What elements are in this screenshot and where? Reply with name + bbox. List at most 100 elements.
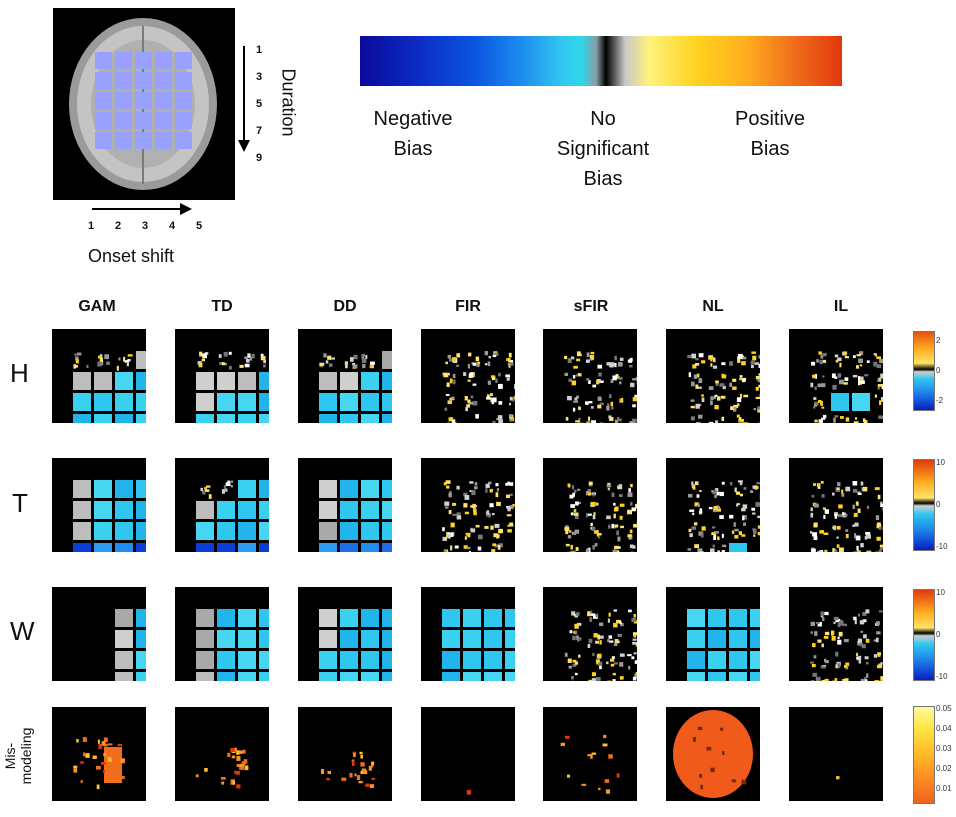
onset-arrow [92,203,192,215]
result-panel-m-gam [52,707,146,801]
colorbar-width [913,589,935,681]
colorbar-tick: 0.04 [936,724,952,733]
result-panel-w-dd [298,587,392,681]
roi-cell [115,132,132,149]
bias-colorbar [360,36,842,86]
roi-cell [95,112,112,129]
roi-grid [95,52,192,149]
roi-cell [155,112,172,129]
result-panel-m-dd [298,707,392,801]
column-header-nl: NL [702,298,724,315]
result-panel-t-fir [421,458,515,552]
duration-arrow [238,46,250,152]
duration-tick: 9 [256,152,263,164]
result-panel-m-nl [666,707,760,801]
colorbar-tick: -2 [936,396,944,405]
colorbar-tick: 0.03 [936,744,952,753]
column-header-fir: FIR [455,298,481,315]
duration-tick: 5 [256,98,263,110]
colorbar-tick: 0.05 [936,704,952,713]
roi-cell [175,132,192,149]
colorbar-mis-modeling [913,706,935,804]
roi-cell [135,72,152,89]
roi-cell [135,92,152,109]
row-label-mis-modeling: Mis-modeling [2,727,34,785]
positive-bias-label: Positive Bias [734,108,806,160]
colorbar-tick: 0.02 [936,764,952,773]
roi-cell [155,72,172,89]
colorbar-tick: 10 [936,588,945,597]
roi-cell [95,132,112,149]
colorbar-tick: 0 [936,630,941,639]
result-panel-t-td [175,458,269,552]
duration-tick: 1 [256,44,263,56]
roi-cell [175,72,192,89]
result-panel-w-nl [666,587,760,681]
roi-cell [135,112,152,129]
column-header-il: IL [833,298,849,315]
roi-cell [115,112,132,129]
result-panel-h-il [789,329,883,423]
colorbar-tick: -10 [936,542,948,551]
result-panel-w-sfir [543,587,637,681]
no-bias-label: No Significant Bias [556,108,650,190]
roi-cell [135,52,152,69]
result-panel-h-sfir [543,329,637,423]
roi-cell [155,132,172,149]
colorbar-tick: -10 [936,672,948,681]
colorbar-tick: 0 [936,500,941,509]
result-panel-h-dd [298,329,392,423]
result-panel-t-sfir [543,458,637,552]
onset-tick: 2 [115,220,122,232]
column-header-td: TD [211,298,233,315]
result-panel-t-dd [298,458,392,552]
result-panel-t-nl [666,458,760,552]
roi-cell [175,92,192,109]
roi-cell [175,112,192,129]
roi-cell [95,52,112,69]
roi-cell [135,132,152,149]
onset-tick: 3 [142,220,149,232]
colorbar-tick: 0.01 [936,784,952,793]
duration-axis-label: Duration [278,68,299,137]
result-panel-m-sfir [543,707,637,801]
column-header-gam: GAM [78,298,116,315]
result-panel-m-td [175,707,269,801]
result-panel-m-il [789,707,883,801]
roi-cell [155,92,172,109]
roi-cell [115,92,132,109]
onset-tick: 1 [88,220,95,232]
result-panel-h-nl [666,329,760,423]
result-panel-w-il [789,587,883,681]
row-label-w: W [10,616,35,646]
colorbar-tick: 0 [936,366,941,375]
roi-cell [95,92,112,109]
roi-cell [115,52,132,69]
onset-axis-label: Onset shift [88,246,175,266]
roi-cell [115,72,132,89]
duration-tick: 3 [256,71,263,83]
onset-tick: 5 [196,220,203,232]
result-panel-w-gam [52,587,146,681]
colorbar-time-to-peak [913,459,935,551]
result-panel-w-fir [421,587,515,681]
row-label-h: H [10,358,29,388]
result-panel-t-il [789,458,883,552]
colorbar-tick: 2 [936,336,941,345]
duration-tick: 7 [256,125,263,137]
roi-cell [155,52,172,69]
column-header-dd: DD [333,298,357,315]
colorbar-height [913,331,935,411]
result-panel-w-td [175,587,269,681]
result-panel-h-gam [52,329,146,423]
row-label-t: T [12,488,28,518]
result-panel-t-gam [52,458,146,552]
brain-axial-slice [69,18,217,190]
column-header-sfir: sFIR [573,298,609,315]
result-panel-m-fir [421,707,515,801]
colorbar-tick: 10 [936,458,945,467]
onset-tick: 4 [169,220,176,232]
roi-cell [95,72,112,89]
brain-roi-image [53,8,235,200]
negative-bias-label: Negative Bias [373,108,453,160]
